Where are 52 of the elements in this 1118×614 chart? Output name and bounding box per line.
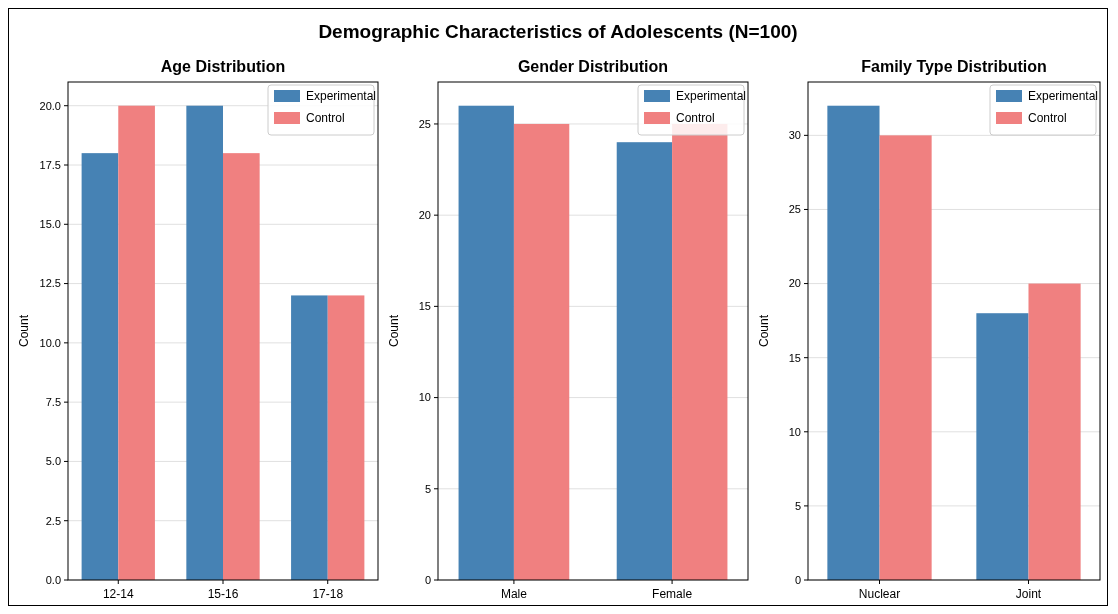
- y-tick-label: 20: [788, 277, 801, 290]
- legend-label: Control: [306, 111, 345, 126]
- legend-label: Control: [1028, 111, 1067, 126]
- legend-label: Experimental: [676, 89, 747, 104]
- y-tick-label: 12.5: [39, 277, 61, 290]
- y-tick-label: 7.5: [45, 395, 61, 408]
- x-tick-label: Nuclear: [858, 587, 901, 601]
- bar: [976, 313, 1029, 580]
- bar: [223, 153, 260, 580]
- x-tick-label: 15-16: [207, 587, 239, 601]
- y-axis-title: Count: [387, 314, 401, 348]
- x-tick-label: Female: [652, 587, 693, 601]
- y-tick-label: 0: [424, 573, 431, 586]
- bar: [1028, 283, 1081, 580]
- x-tick-label: 17-18: [312, 587, 344, 601]
- chart-title: Gender Distribution: [517, 58, 669, 75]
- y-tick-label: 25: [418, 117, 431, 130]
- y-tick-label: 17.5: [39, 158, 61, 171]
- y-tick-label: 25: [788, 203, 801, 216]
- legend-label: Control: [676, 111, 715, 126]
- y-tick-label: 20.0: [39, 99, 61, 112]
- bar: [827, 105, 880, 580]
- x-tick-label: 12-14: [102, 587, 134, 601]
- chart-title: Age Distribution: [160, 58, 286, 75]
- bar: [291, 295, 328, 580]
- x-tick-label: Joint: [1015, 587, 1042, 601]
- y-tick-label: 5.0: [45, 455, 61, 468]
- bar: [879, 135, 932, 580]
- y-tick-label: 10.0: [39, 336, 61, 349]
- bar: [186, 105, 223, 580]
- bar: [81, 153, 119, 580]
- legend-label: Experimental: [1028, 89, 1099, 104]
- y-tick-label: 10: [418, 391, 431, 404]
- y-tick-label: 30: [788, 129, 801, 142]
- y-tick-label: 5: [424, 482, 431, 495]
- legend-label: Experimental: [306, 89, 377, 104]
- y-axis-title: Count: [17, 314, 31, 348]
- y-tick-label: 0: [794, 573, 801, 586]
- y-axis-title: Count: [757, 314, 771, 348]
- y-tick-label: 15: [418, 300, 431, 313]
- y-tick-label: 20: [418, 209, 431, 222]
- text: Demographic Characteristics of Adolescents (N=100): [318, 21, 798, 42]
- y-tick-label: 0.0: [45, 573, 61, 586]
- x-tick-label: Male: [500, 587, 528, 601]
- y-tick-label: 2.5: [45, 514, 61, 527]
- y-tick-label: 5: [794, 499, 801, 512]
- bar: [118, 105, 155, 580]
- y-tick-label: 15.0: [39, 218, 61, 231]
- bar: [327, 295, 365, 580]
- chart-title: Family Type Distribution: [861, 58, 1047, 75]
- y-tick-label: 15: [788, 351, 801, 364]
- y-tick-label: 10: [788, 425, 801, 438]
